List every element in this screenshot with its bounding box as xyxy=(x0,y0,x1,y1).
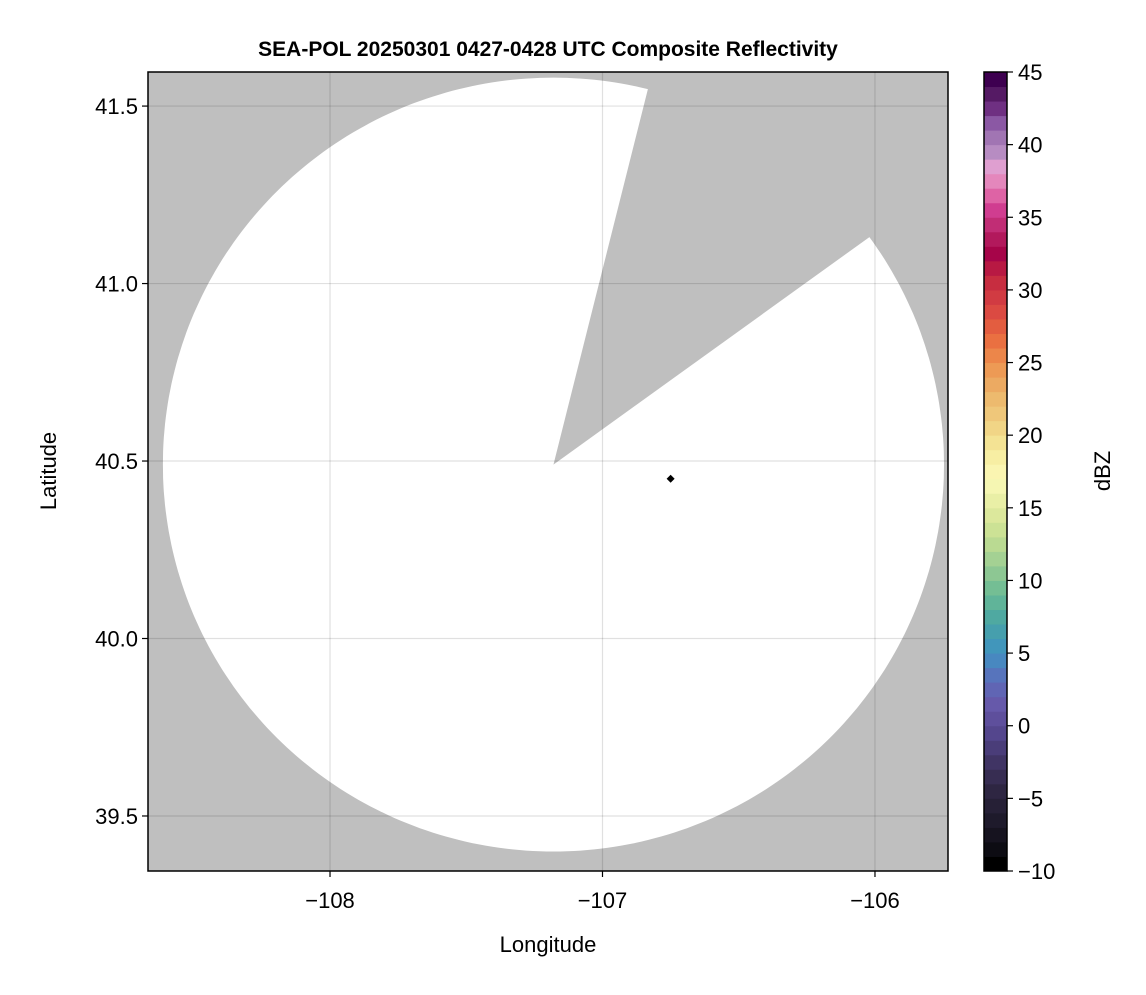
colorbar-bin xyxy=(984,769,1007,785)
colorbar-tick-label: 40 xyxy=(1018,133,1042,158)
colorbar-bin xyxy=(984,609,1007,625)
colorbar-bin xyxy=(984,173,1007,189)
x-axis: −108 −107 −106 xyxy=(305,871,900,913)
colorbar-bin xyxy=(984,725,1007,741)
colorbar-frame xyxy=(983,71,1008,872)
colorbar-bin xyxy=(984,638,1007,654)
x-tick-label: −106 xyxy=(850,888,900,913)
colorbar-tick-label: 5 xyxy=(1018,641,1030,666)
colorbar-bin xyxy=(984,464,1007,480)
colorbar-tick-label: 30 xyxy=(1018,278,1042,303)
colorbar-tick-label: −10 xyxy=(1018,859,1055,884)
colorbar-tick-label: −5 xyxy=(1018,786,1043,811)
y-axis: 39.5 40.0 40.5 41.0 41.5 xyxy=(95,94,148,829)
x-tick-label: −107 xyxy=(578,888,628,913)
colorbar-bin xyxy=(984,377,1007,393)
colorbar-bin xyxy=(984,420,1007,436)
colorbar-bin xyxy=(984,348,1007,364)
y-tick-label: 39.5 xyxy=(95,804,138,829)
colorbar-bin xyxy=(984,72,1007,88)
plot-frame xyxy=(147,71,949,872)
colorbar-label: dBZ xyxy=(1090,451,1115,491)
colorbar-bin xyxy=(984,202,1007,218)
colorbar-bin xyxy=(984,115,1007,131)
colorbar-bin xyxy=(984,159,1007,175)
colorbar-bin xyxy=(984,275,1007,291)
colorbar-bin xyxy=(984,812,1007,828)
y-tick-label: 40.5 xyxy=(95,449,138,474)
colorbar-tick-label: 15 xyxy=(1018,496,1042,521)
colorbar-bin xyxy=(984,478,1007,494)
colorbar-bin xyxy=(984,406,1007,422)
colorbar-bin xyxy=(984,231,1007,247)
colorbar-bin xyxy=(984,551,1007,567)
colorbar-bin xyxy=(984,740,1007,756)
chart-title: SEA-POL 20250301 0427-0428 UTC Composite… xyxy=(258,38,838,61)
colorbar-bin xyxy=(984,188,1007,204)
colorbar-bin xyxy=(984,522,1007,538)
colorbar-bin xyxy=(984,391,1007,407)
colorbar-bin xyxy=(984,449,1007,465)
colorbar-bin xyxy=(984,362,1007,378)
colorbar-bin xyxy=(984,711,1007,727)
x-axis-label: Longitude xyxy=(500,932,597,957)
colorbar-bin xyxy=(984,682,1007,698)
colorbar-bin xyxy=(984,754,1007,770)
colorbar-bin xyxy=(984,289,1007,305)
colorbar-bin xyxy=(984,144,1007,160)
colorbar-bin xyxy=(984,565,1007,581)
colorbar-bin xyxy=(984,580,1007,596)
colorbar-bin xyxy=(984,130,1007,146)
colorbar-bin xyxy=(984,798,1007,814)
y-tick-label: 41.5 xyxy=(95,94,138,119)
x-tick-label: −108 xyxy=(305,888,355,913)
colorbar-bin xyxy=(984,101,1007,117)
radar-site-marker xyxy=(666,474,675,483)
colorbar-bin xyxy=(984,217,1007,233)
colorbar-bin xyxy=(984,856,1007,872)
colorbar-bin xyxy=(984,783,1007,799)
colorbar-bin xyxy=(984,536,1007,552)
colorbar-bin xyxy=(984,841,1007,857)
y-tick-label: 41.0 xyxy=(95,272,138,297)
colorbar-bin xyxy=(984,653,1007,669)
colorbar-tick-label: 10 xyxy=(1018,568,1042,593)
colorbar-bin xyxy=(984,667,1007,683)
y-axis-label: Latitude xyxy=(36,432,61,510)
colorbar-bin xyxy=(984,246,1007,262)
colorbar-tick-label: 45 xyxy=(1018,60,1042,85)
y-tick-label: 40.0 xyxy=(95,627,138,652)
colorbar-tick-label: 0 xyxy=(1018,714,1030,739)
colorbar: −10 −5 0 5 10 15 20 25 30 35 40 45 xyxy=(983,60,1055,884)
colorbar-bin xyxy=(984,827,1007,843)
colorbar-bin xyxy=(984,594,1007,611)
colorbar-bin xyxy=(984,318,1007,334)
colorbar-bin xyxy=(984,696,1007,712)
colorbar-tick-label: 25 xyxy=(1018,351,1042,376)
radar-coverage-area xyxy=(162,77,944,852)
colorbar-bin xyxy=(984,435,1007,451)
colorbar-bin xyxy=(984,507,1007,523)
colorbar-bin xyxy=(984,624,1007,640)
colorbar-bin xyxy=(984,304,1007,320)
colorbar-tick-label: 20 xyxy=(1018,423,1042,448)
colorbar-bin xyxy=(984,86,1007,102)
colorbar-bin xyxy=(984,333,1007,349)
colorbar-bin xyxy=(984,493,1007,509)
plot-area xyxy=(147,71,949,872)
colorbar-bin xyxy=(984,260,1007,276)
colorbar-tick-label: 35 xyxy=(1018,205,1042,230)
